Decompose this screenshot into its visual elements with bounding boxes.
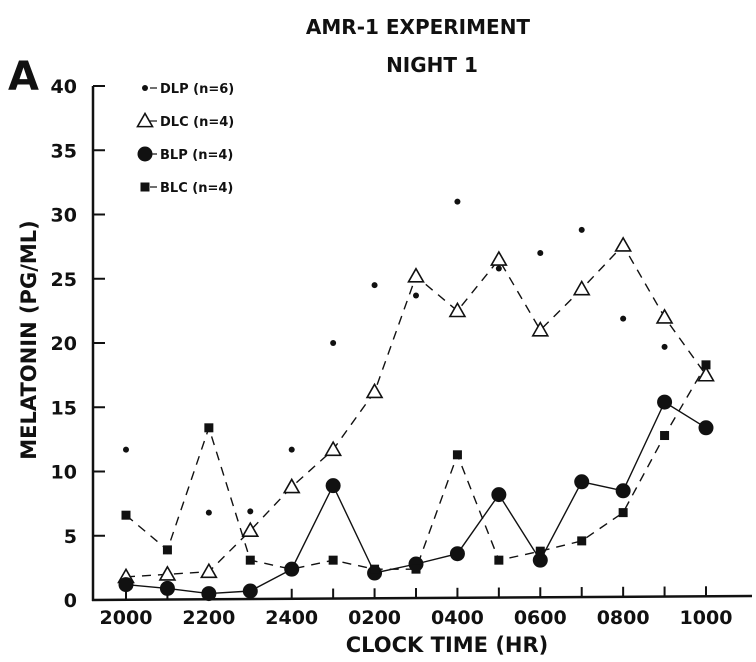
y-tick-label-40: 40 (51, 76, 77, 98)
point-blp-3 (242, 583, 258, 599)
point-blp-8 (449, 546, 465, 562)
point-dlp-11 (578, 226, 585, 233)
point-dlp-0 (123, 446, 129, 453)
point-blc-12 (618, 508, 628, 518)
point-dlc-13 (655, 308, 674, 324)
point-blc-14 (701, 360, 711, 370)
x-axis-line (91, 594, 753, 602)
point-blc-7 (411, 564, 421, 574)
point-blc-11 (577, 536, 587, 546)
legend-label-dlc: DLC (n=4) (160, 115, 234, 130)
point-blc-1 (162, 545, 172, 555)
point-dlc-6 (365, 382, 384, 399)
x-tick-label-2200: 2200 (182, 607, 235, 629)
series-line-blc (125, 364, 707, 570)
legend-marker-dlp (142, 85, 148, 91)
point-blp-1 (159, 580, 175, 596)
point-blp-5 (325, 478, 341, 494)
point-dlc-11 (572, 279, 591, 296)
x-tick-label-0800: 0800 (597, 607, 650, 629)
point-dlp-8 (454, 198, 461, 205)
y-tick-label-35: 35 (51, 140, 77, 162)
point-dlp-7 (413, 292, 419, 299)
legend-marker-blp (137, 146, 153, 162)
point-blp-14 (698, 420, 714, 436)
chart-subtitle: NIGHT 1 (386, 53, 478, 77)
y-tick-label-15: 15 (51, 397, 77, 419)
point-dlc-1 (158, 565, 177, 581)
y-tick-label-20: 20 (51, 333, 77, 355)
point-blc-9 (494, 555, 504, 565)
point-blp-9 (491, 487, 507, 503)
point-blp-12 (615, 483, 631, 499)
legend-label-blc: BLC (n=4) (160, 181, 233, 196)
x-tick-label-1000: 1000 (680, 607, 733, 629)
point-dlc-5 (324, 440, 343, 457)
point-dlp-4 (288, 446, 295, 453)
axes: 0 5 10 15 20 25 30 35 40 2000 2200 2400 0200 0400 0600… (51, 76, 753, 629)
point-blc-13 (660, 431, 670, 441)
legend-label-dlp: DLP (n=6) (160, 82, 234, 97)
point-dlc-10 (531, 321, 550, 337)
x-tick-label-0200: 0200 (348, 607, 401, 629)
legend: DLP (n=6) DLC (n=4) BLP (n=4) BLC (n=4) (136, 82, 234, 196)
point-blc-8 (452, 450, 462, 460)
point-blc-5 (328, 555, 338, 565)
x-tick-label-2400: 2400 (265, 607, 318, 629)
point-dlp-13 (661, 343, 668, 350)
chart-title: AMR-1 EXPERIMENT (306, 15, 531, 39)
point-blp-0 (118, 577, 134, 593)
point-dlp-3 (247, 508, 254, 515)
y-tick-label-30: 30 (51, 205, 77, 227)
point-blc-4 (287, 564, 297, 574)
point-dlc-4 (282, 477, 301, 494)
series-markers (117, 198, 715, 602)
point-dlc-8 (448, 301, 467, 318)
point-blc-6 (370, 564, 380, 574)
x-tick-label-2000: 2000 (100, 607, 153, 629)
y-axis-label: MELATONIN (PG/ML) (17, 220, 41, 459)
y-tick-label-5: 5 (64, 526, 77, 548)
point-blp-13 (657, 394, 673, 410)
point-dlc-12 (614, 236, 633, 252)
point-dlc-14 (697, 366, 715, 382)
point-dlp-2 (205, 509, 212, 516)
point-blp-2 (201, 586, 217, 602)
point-blp-10 (532, 552, 548, 568)
point-dlp-10 (537, 250, 544, 257)
point-blc-2 (204, 423, 214, 433)
point-blc-10 (535, 546, 545, 556)
point-dlc-3 (241, 521, 260, 538)
point-dlp-5 (330, 340, 337, 346)
panel-label: A (8, 54, 39, 100)
point-blc-3 (245, 555, 255, 565)
legend-marker-dlc (136, 111, 154, 128)
x-tick-label-0600: 0600 (514, 607, 567, 629)
y-tick-label-10: 10 (51, 462, 77, 484)
legend-marker-blc (140, 182, 150, 192)
y-tick-label-0: 0 (64, 590, 77, 612)
point-dlc-7 (407, 267, 425, 283)
point-dlp-12 (620, 315, 627, 322)
point-dlc-9 (489, 250, 508, 266)
point-blc-0 (121, 510, 131, 520)
x-axis-label: CLOCK TIME (HR) (346, 633, 549, 657)
point-dlp-6 (371, 282, 378, 289)
y-tick-label-25: 25 (51, 269, 77, 291)
point-dlc-2 (199, 562, 218, 579)
legend-label-blp: BLP (n=4) (160, 148, 233, 163)
point-dlp-9 (495, 265, 502, 272)
x-tick-label-0400: 0400 (431, 607, 484, 629)
point-blp-11 (574, 474, 590, 490)
